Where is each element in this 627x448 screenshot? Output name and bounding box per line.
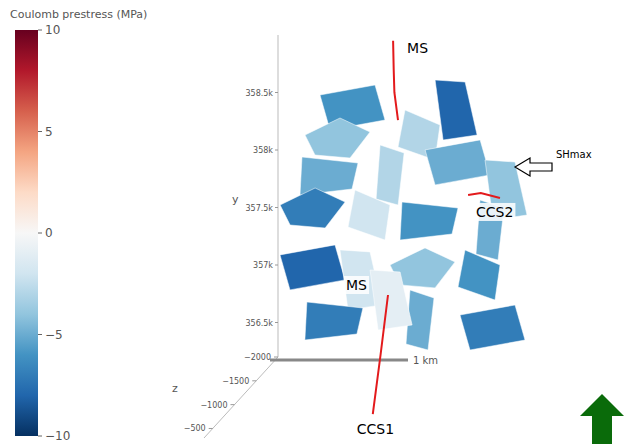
fault-surface [376,145,404,205]
label-backdrop [344,276,369,294]
z-axis [204,357,278,438]
fault-surface [400,202,458,240]
well-label: MS [346,277,367,293]
north-arrow [580,394,624,444]
annotation: SHmax [556,149,592,160]
fault-surface [305,302,363,340]
fault-surface [348,190,390,240]
y-tick-label: 357k [253,261,273,270]
label-backdrop [355,420,396,438]
y-tick [275,322,278,323]
fault-surface [425,140,490,185]
fault-surfaces [280,80,527,350]
z-axis-title: z [172,382,178,395]
y-tick [275,150,278,151]
y-tick-label: 357.5k [245,204,273,213]
colorbar-tick-label: −5 [45,328,63,342]
fault-surface [280,188,345,228]
y-axis-title: y [232,193,239,206]
colorbar-title: Coulomb prestress (MPa) [10,8,147,21]
z-tick [209,428,213,429]
colorbar-tick-label: −10 [45,429,70,443]
z-tick-label: −2000 [244,353,271,362]
colorbar-tick-label: 10 [45,23,60,37]
z-tick [252,380,256,381]
z-tick-label: −500 [184,424,206,433]
colorbar [15,30,38,436]
scale-bar-label: 1 km [413,355,438,366]
fault-surface [305,118,370,158]
well-label: MS [407,40,428,56]
fault-surface [458,250,500,300]
z-tick-label: −1500 [222,377,249,386]
fault-surface [460,305,525,350]
z-tick [274,357,278,358]
y-tick [275,92,278,93]
y-tick-label: 356.5k [245,319,273,328]
y-tick-label: 358.5k [245,89,273,98]
y-tick [275,207,278,208]
scale-bar [270,359,408,362]
colorbar-tick-label: 0 [45,226,53,240]
well-labels: MS MS CCS1 CCS2 [344,39,515,438]
colorbar-tick [38,233,42,234]
shmax-arrow [515,158,552,176]
well-label: CCS2 [476,204,513,220]
chart: Coulomb prestress (MPa) 10 5 0 −5 −10 356.5k 35… [0,0,627,448]
y-tick-label: 358k [253,146,273,155]
fault-surface [435,80,477,140]
y-tick [275,265,278,266]
label-backdrop [474,203,515,221]
colorbar-tick-label: 5 [45,125,53,139]
well-trajectory [468,193,500,198]
fault-surface [300,157,358,195]
colorbar-tick [38,131,42,132]
colorbar-tick [38,334,42,335]
label-backdrop [405,39,430,57]
fault-surface [280,245,345,290]
colorbar-tick [38,30,42,31]
colorbar-tick [38,436,42,437]
z-tick [230,404,234,405]
z-tick-label: −1000 [200,401,227,410]
fault-surface [370,270,412,330]
well-trajectory [393,41,398,120]
well-trajectory [373,295,388,414]
well-label: CCS1 [357,421,394,437]
y-axis [278,35,279,357]
